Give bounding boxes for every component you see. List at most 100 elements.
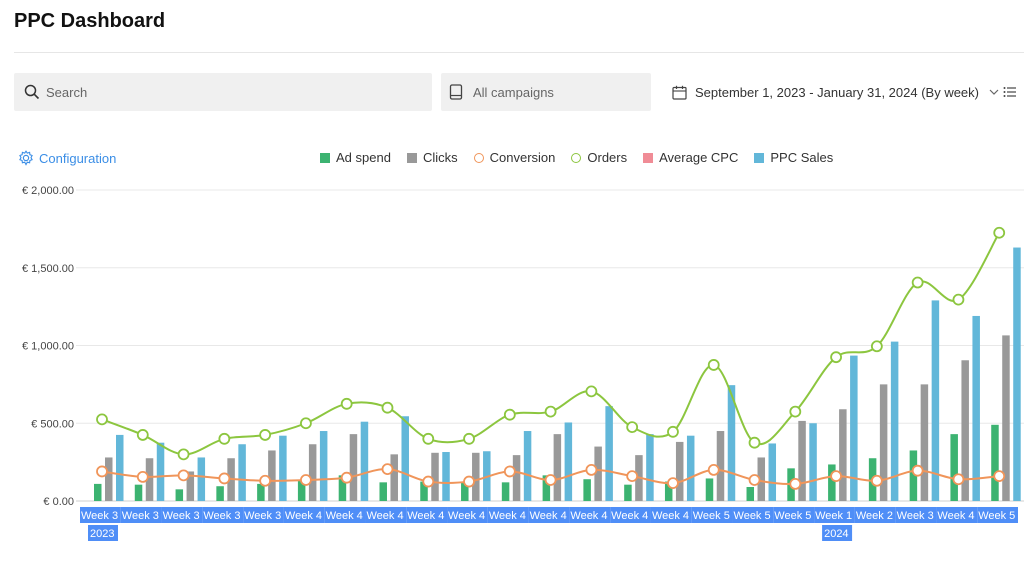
- bar-ppc-sales[interactable]: [890, 341, 899, 501]
- point-conversion[interactable]: [707, 463, 720, 476]
- legend-item-clicks[interactable]: Clicks: [406, 150, 458, 165]
- bar-ad-spend[interactable]: [134, 484, 143, 501]
- bar-ppc-sales[interactable]: [523, 431, 532, 501]
- point-conversion[interactable]: [626, 470, 639, 483]
- point-orders[interactable]: [585, 385, 598, 398]
- point-orders[interactable]: [789, 405, 802, 418]
- point-orders[interactable]: [381, 401, 394, 414]
- bar-ppc-sales[interactable]: [156, 442, 165, 501]
- bar-ppc-sales[interactable]: [972, 315, 980, 501]
- bar-clicks[interactable]: [390, 454, 398, 501]
- point-orders[interactable]: [544, 405, 557, 418]
- bar-clicks[interactable]: [839, 409, 847, 501]
- bar-ad-spend[interactable]: [379, 482, 387, 501]
- bar-clicks[interactable]: [879, 384, 888, 501]
- bar-clicks[interactable]: [308, 444, 317, 501]
- point-conversion[interactable]: [96, 465, 108, 478]
- bar-ad-spend[interactable]: [746, 487, 755, 501]
- bar-ad-spend[interactable]: [909, 450, 918, 501]
- bar-ppc-sales[interactable]: [686, 435, 695, 501]
- bar-ad-spend[interactable]: [94, 483, 102, 501]
- point-conversion[interactable]: [177, 469, 190, 482]
- point-orders[interactable]: [218, 432, 231, 445]
- point-conversion[interactable]: [259, 474, 272, 487]
- bar-ppc-sales[interactable]: [727, 385, 736, 501]
- point-orders[interactable]: [748, 436, 761, 449]
- bar-ppc-sales[interactable]: [564, 422, 573, 501]
- point-conversion[interactable]: [993, 470, 1006, 483]
- point-conversion[interactable]: [952, 473, 965, 486]
- point-orders[interactable]: [870, 340, 883, 353]
- point-orders[interactable]: [952, 293, 965, 306]
- point-orders[interactable]: [463, 432, 475, 445]
- search-box[interactable]: [14, 73, 432, 111]
- point-conversion[interactable]: [830, 470, 842, 483]
- point-conversion[interactable]: [463, 475, 475, 488]
- point-conversion[interactable]: [503, 465, 516, 478]
- legend-item-conversion[interactable]: Conversion: [473, 150, 555, 165]
- bar-ppc-sales[interactable]: [238, 444, 246, 501]
- bar-ad-spend[interactable]: [338, 475, 347, 501]
- bar-clicks[interactable]: [431, 452, 439, 501]
- bar-ppc-sales[interactable]: [850, 355, 858, 501]
- point-orders[interactable]: [911, 276, 924, 289]
- bar-clicks[interactable]: [268, 450, 276, 501]
- point-conversion[interactable]: [585, 463, 598, 476]
- point-orders[interactable]: [177, 448, 190, 461]
- bar-ppc-sales[interactable]: [360, 421, 369, 501]
- bar-clicks[interactable]: [553, 434, 562, 501]
- bar-ad-spend[interactable]: [950, 434, 958, 501]
- point-orders[interactable]: [626, 421, 639, 434]
- bar-clicks[interactable]: [716, 431, 725, 501]
- bar-ppc-sales[interactable]: [197, 457, 206, 501]
- bar-ppc-sales[interactable]: [605, 406, 613, 501]
- bar-ppc-sales[interactable]: [116, 434, 124, 501]
- bar-ppc-sales[interactable]: [931, 300, 940, 501]
- point-conversion[interactable]: [300, 474, 312, 486]
- point-conversion[interactable]: [136, 470, 149, 483]
- bar-clicks[interactable]: [1002, 335, 1010, 501]
- bar-ad-spend[interactable]: [705, 478, 714, 501]
- legend-item-orders[interactable]: Orders: [571, 150, 627, 165]
- point-conversion[interactable]: [340, 471, 353, 484]
- bar-clicks[interactable]: [472, 452, 480, 501]
- bar-clicks[interactable]: [961, 360, 969, 501]
- bar-clicks[interactable]: [594, 446, 602, 501]
- point-orders[interactable]: [667, 425, 679, 438]
- point-conversion[interactable]: [422, 475, 435, 488]
- bar-clicks[interactable]: [920, 384, 929, 501]
- legend-item-ppc-sales[interactable]: PPC Sales: [754, 150, 833, 165]
- bar-clicks[interactable]: [349, 434, 358, 501]
- point-orders[interactable]: [300, 417, 312, 430]
- search-input[interactable]: [44, 83, 408, 101]
- bar-ad-spend[interactable]: [991, 424, 999, 501]
- bar-ad-spend[interactable]: [664, 481, 673, 501]
- bar-clicks[interactable]: [145, 458, 154, 501]
- point-orders[interactable]: [993, 226, 1006, 239]
- point-orders[interactable]: [503, 408, 516, 421]
- bar-ppc-sales[interactable]: [1013, 247, 1021, 501]
- point-conversion[interactable]: [544, 474, 557, 486]
- point-conversion[interactable]: [789, 477, 802, 490]
- bar-clicks[interactable]: [798, 420, 806, 501]
- bar-ad-spend[interactable]: [216, 486, 224, 501]
- bar-ppc-sales[interactable]: [809, 423, 817, 501]
- point-orders[interactable]: [707, 359, 720, 371]
- bar-ad-spend[interactable]: [257, 483, 265, 501]
- point-orders[interactable]: [830, 351, 842, 364]
- bar-ad-spend[interactable]: [501, 482, 510, 501]
- bar-ad-spend[interactable]: [175, 489, 184, 501]
- date-range-picker[interactable]: September 1, 2023 - January 31, 2024 (By…: [672, 73, 999, 111]
- bar-clicks[interactable]: [186, 471, 195, 501]
- configuration-link[interactable]: Configuration: [18, 150, 116, 166]
- point-conversion[interactable]: [748, 474, 761, 486]
- bar-ad-spend[interactable]: [461, 481, 469, 501]
- bar-ad-spend[interactable]: [624, 484, 632, 501]
- bar-clicks[interactable]: [757, 457, 766, 501]
- point-orders[interactable]: [96, 413, 108, 426]
- point-conversion[interactable]: [870, 474, 883, 487]
- point-conversion[interactable]: [911, 464, 924, 477]
- bar-ad-spend[interactable]: [828, 464, 836, 501]
- point-orders[interactable]: [136, 429, 149, 441]
- bar-ad-spend[interactable]: [297, 480, 306, 501]
